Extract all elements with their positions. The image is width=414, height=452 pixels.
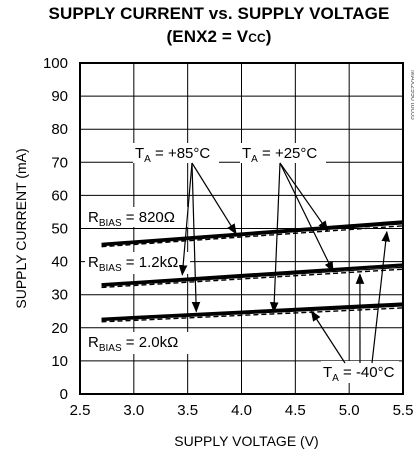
label-bg xyxy=(85,332,195,354)
x-axis-label: SUPPLY VOLTAGE (V) xyxy=(174,433,318,449)
y-axis-label: SUPPLY CURRENT (mA) xyxy=(13,148,29,308)
annotation-ta-85: TA = +85°C xyxy=(135,145,210,165)
arrow-ta25-1-2k xyxy=(279,162,334,273)
y-tick-label: 10 xyxy=(51,353,68,370)
x-tick-label: 4.0 xyxy=(231,402,252,419)
y-tick-label: 20 xyxy=(51,320,68,337)
series-line-2.0k-p25 xyxy=(101,305,403,322)
series-line-1.2k-m40 xyxy=(101,268,403,289)
x-tick-label: 5.0 xyxy=(339,402,360,419)
label-bg xyxy=(240,143,326,163)
series-line-2.0k-p85 xyxy=(101,302,403,321)
x-tick-label: 3.0 xyxy=(123,402,144,419)
y-tick-label: 100 xyxy=(43,55,68,72)
series-line-1.2k-p25 xyxy=(101,266,403,287)
arrow-tam40-2-0k xyxy=(310,310,346,364)
y-tick-label: 40 xyxy=(51,254,68,271)
annotation-rbias-820: RBIAS = 820Ω xyxy=(88,209,175,229)
arrow-ta85-1-2k xyxy=(178,162,193,276)
annotation-ta-25: TA = +25°C xyxy=(242,145,317,165)
series-line-820-m40 xyxy=(101,225,403,248)
chart-title: SUPPLY CURRENT vs. SUPPLY VOLTAGE xyxy=(48,4,390,23)
x-tick-label: 2.5 xyxy=(70,402,91,419)
x-tick-label: 5.5 xyxy=(393,402,414,419)
label-bg xyxy=(133,143,219,163)
y-tick-label: 80 xyxy=(51,121,68,138)
series-line-820-p25 xyxy=(101,223,403,247)
subtitle-prefix: (ENX2 = V xyxy=(166,27,249,46)
y-tick-label: 70 xyxy=(51,154,68,171)
series-line-2.0k-m40 xyxy=(101,307,403,323)
arrow-ta25-2-0k xyxy=(269,162,281,313)
plot-frame xyxy=(79,62,404,395)
label-bg xyxy=(85,207,188,227)
series-group xyxy=(101,220,403,323)
arrow-ta85-820 xyxy=(191,162,237,235)
series-line-820-p85 xyxy=(101,220,403,246)
y-tick-label: 50 xyxy=(51,221,68,238)
y-tick-label: 90 xyxy=(51,88,68,105)
arrow-tam40-820 xyxy=(371,230,391,364)
annotation-ta-minus-40: TA = -40°C xyxy=(323,364,395,384)
arrow-ta25-820 xyxy=(279,162,329,232)
x-tick-label: 3.5 xyxy=(177,402,198,419)
y-tick-label: 30 xyxy=(51,287,68,304)
subtitle-subscript: CC xyxy=(248,31,266,45)
series-line-1.2k-p85 xyxy=(101,263,403,287)
y-tick-label: 60 xyxy=(51,187,68,204)
arrow-ta85-2-0k xyxy=(191,162,201,313)
label-bg xyxy=(321,361,399,383)
annotation-rbias-1-2k: RBIAS = 1.2kΩ xyxy=(88,254,178,274)
annotation-rbias-2-0k: RBIAS = 2.0kΩ xyxy=(88,334,178,354)
y-tick-label: 0 xyxy=(60,386,68,403)
watermark-label: MAX2990 toc05 xyxy=(409,70,414,120)
x-tick-label: 4.5 xyxy=(285,402,306,419)
subtitle-suffix: ) xyxy=(265,27,272,46)
label-bg xyxy=(85,252,190,274)
chart-subtitle: (ENX2 = VCC) xyxy=(12,27,414,47)
